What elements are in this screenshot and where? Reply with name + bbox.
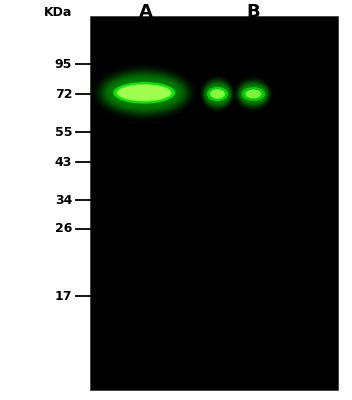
Ellipse shape — [238, 82, 269, 106]
Ellipse shape — [105, 75, 184, 111]
Text: A: A — [139, 3, 153, 21]
Ellipse shape — [95, 67, 194, 119]
Ellipse shape — [202, 79, 233, 109]
Ellipse shape — [113, 82, 175, 104]
Ellipse shape — [237, 80, 270, 108]
Ellipse shape — [106, 76, 183, 110]
Ellipse shape — [239, 83, 268, 105]
Ellipse shape — [96, 67, 193, 118]
Ellipse shape — [237, 81, 270, 107]
Ellipse shape — [240, 85, 267, 103]
Ellipse shape — [97, 69, 191, 117]
Ellipse shape — [202, 78, 233, 110]
Bar — [90, 16, 338, 390]
Ellipse shape — [204, 82, 231, 106]
Ellipse shape — [98, 70, 190, 116]
Ellipse shape — [235, 78, 272, 110]
Ellipse shape — [203, 81, 232, 107]
Text: 95: 95 — [55, 58, 72, 70]
Ellipse shape — [107, 76, 182, 109]
Ellipse shape — [205, 84, 230, 104]
Ellipse shape — [204, 82, 231, 106]
Ellipse shape — [237, 80, 270, 108]
Ellipse shape — [101, 72, 187, 114]
Ellipse shape — [94, 66, 195, 120]
Ellipse shape — [201, 78, 234, 110]
Ellipse shape — [103, 74, 186, 112]
Ellipse shape — [239, 84, 268, 104]
Text: B: B — [247, 3, 260, 21]
Text: 43: 43 — [55, 156, 72, 168]
Ellipse shape — [203, 80, 232, 108]
Ellipse shape — [96, 68, 192, 118]
Ellipse shape — [201, 77, 234, 111]
Ellipse shape — [236, 79, 271, 109]
Ellipse shape — [239, 82, 268, 106]
Ellipse shape — [246, 90, 261, 98]
Ellipse shape — [237, 80, 270, 108]
Ellipse shape — [236, 79, 271, 109]
Ellipse shape — [210, 89, 225, 99]
Ellipse shape — [107, 77, 181, 108]
Ellipse shape — [240, 84, 267, 104]
Ellipse shape — [206, 84, 230, 104]
Ellipse shape — [207, 87, 228, 101]
Ellipse shape — [238, 82, 269, 106]
Ellipse shape — [100, 71, 189, 115]
Ellipse shape — [99, 70, 190, 116]
Ellipse shape — [104, 74, 184, 111]
Ellipse shape — [108, 78, 180, 108]
Ellipse shape — [240, 84, 267, 104]
Ellipse shape — [235, 78, 271, 110]
Ellipse shape — [238, 81, 269, 107]
Ellipse shape — [109, 78, 180, 107]
Text: 26: 26 — [55, 222, 72, 235]
Ellipse shape — [203, 81, 232, 107]
Ellipse shape — [202, 78, 233, 110]
Text: KDa: KDa — [44, 6, 72, 18]
Ellipse shape — [242, 87, 265, 101]
Ellipse shape — [205, 84, 230, 104]
Ellipse shape — [203, 80, 232, 108]
Ellipse shape — [205, 82, 231, 106]
Ellipse shape — [205, 83, 230, 105]
Ellipse shape — [102, 73, 186, 113]
Ellipse shape — [101, 72, 188, 114]
Text: 34: 34 — [55, 194, 72, 206]
Text: 17: 17 — [55, 290, 72, 302]
Text: 55: 55 — [55, 126, 72, 138]
Text: 72: 72 — [55, 88, 72, 100]
Ellipse shape — [117, 84, 172, 101]
Ellipse shape — [202, 79, 233, 109]
